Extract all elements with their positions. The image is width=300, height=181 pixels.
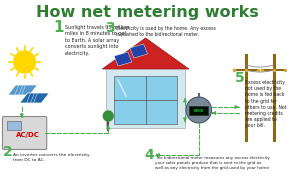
Text: An inverter converts the electricity
from DC to AC.: An inverter converts the electricity fro… — [13, 153, 89, 162]
Text: 5: 5 — [235, 71, 245, 85]
Text: 2: 2 — [3, 145, 13, 159]
Text: 4: 4 — [145, 148, 154, 162]
Text: How net metering works: How net metering works — [36, 5, 259, 20]
Text: Electricity is used by the home. Any excess
is pushed to the bidirectional meter: Electricity is used by the home. Any exc… — [116, 26, 216, 37]
Text: 1: 1 — [54, 20, 64, 35]
Polygon shape — [20, 93, 49, 103]
Text: 8888: 8888 — [194, 108, 204, 113]
Polygon shape — [114, 52, 132, 66]
Text: Sunlight travels 93 million
miles in 8 minutes to get
to Earth. A solar array
co: Sunlight travels 93 million miles in 8 m… — [65, 25, 129, 56]
Text: The bidirectional meter measures any excess electricity
your solar panels produc: The bidirectional meter measures any exc… — [155, 156, 270, 170]
Circle shape — [186, 97, 212, 123]
Polygon shape — [106, 68, 185, 128]
Text: Excess electricity
not used by the
home is fed back
to the grid for
others to us: Excess electricity not used by the home … — [245, 80, 286, 128]
Text: AC/DC: AC/DC — [16, 132, 40, 138]
Text: 3: 3 — [105, 21, 115, 35]
Polygon shape — [8, 85, 38, 95]
FancyBboxPatch shape — [114, 76, 177, 124]
Polygon shape — [130, 44, 148, 58]
Polygon shape — [102, 38, 189, 69]
FancyBboxPatch shape — [2, 117, 47, 150]
Circle shape — [103, 111, 113, 121]
FancyBboxPatch shape — [189, 106, 208, 115]
FancyBboxPatch shape — [7, 121, 21, 130]
Circle shape — [14, 51, 35, 73]
